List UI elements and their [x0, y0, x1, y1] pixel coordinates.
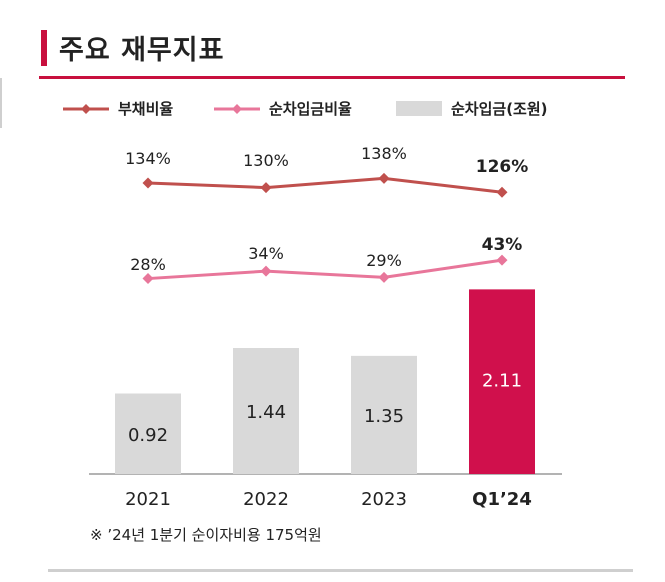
legend-swatch-net_debt	[396, 101, 442, 116]
bar-label-2023: 1.35	[364, 406, 404, 427]
bar-label-2022: 1.44	[246, 402, 286, 423]
net-debt-ratio-point-2022	[260, 265, 272, 277]
footnote: ※ ’24년 1분기 순이자비용 175억원	[90, 526, 322, 544]
bar-label-Q1’24: 2.11	[482, 371, 522, 392]
bottom-rule	[48, 569, 633, 572]
x-tick-2023: 2023	[361, 489, 407, 510]
debt-ratio-point-2022	[260, 182, 272, 194]
legend-marker-debt_ratio	[81, 104, 91, 114]
x-tick-Q1’24: Q1’24	[472, 489, 532, 510]
legend-label-net_debt: 순차입금(조원)	[451, 100, 548, 118]
net-debt-ratio-label-2021: 28%	[130, 255, 166, 274]
x-tick-2022: 2022	[243, 489, 289, 510]
bar-Q1’24	[469, 289, 535, 474]
net-debt-ratio-point-Q1’24	[496, 254, 508, 266]
debt-ratio-line	[147, 176, 503, 194]
page-title: 주요 재무지표	[59, 35, 225, 66]
debt-ratio-label-Q1’24: 126%	[476, 157, 529, 177]
debt-ratio-point-2021	[142, 177, 154, 189]
net-debt-ratio-label-Q1’24: 43%	[482, 235, 523, 255]
bar-2023	[351, 355, 417, 474]
legend-label-net_debt_ratio: 순차입금비율	[269, 100, 352, 118]
debt-ratio-label-2021: 134%	[125, 149, 171, 168]
net-debt-ratio-point-2021	[142, 273, 154, 285]
bar-2022	[233, 348, 299, 474]
debt-ratio-label-2023: 138%	[361, 144, 407, 163]
net-debt-ratio-point-2023	[378, 271, 390, 283]
x-tick-2021: 2021	[125, 489, 171, 510]
bar-label-2021: 0.92	[128, 425, 168, 446]
debt-ratio-point-2023	[378, 172, 390, 184]
legend-marker-net_debt_ratio	[232, 104, 242, 114]
debt-ratio-point-Q1’24	[496, 186, 508, 198]
title-accent-bar	[41, 30, 47, 66]
net-debt-ratio-label-2023: 29%	[366, 251, 402, 270]
legend-label-debt_ratio: 부채비율	[118, 100, 173, 118]
bar-2021	[115, 393, 181, 474]
net-debt-ratio-line	[147, 258, 503, 281]
left-edge-rule	[0, 78, 2, 128]
net-debt-ratio-label-2022: 34%	[248, 244, 284, 263]
debt-ratio-label-2022: 130%	[243, 151, 289, 170]
title-underline	[39, 76, 625, 79]
